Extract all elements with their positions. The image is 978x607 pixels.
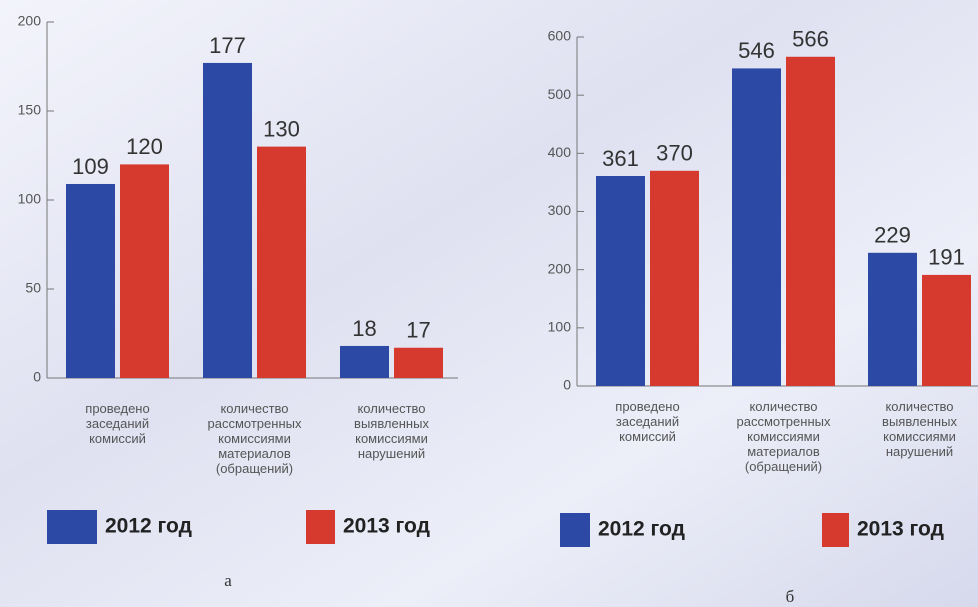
- bar: [120, 164, 169, 378]
- value-label: 370: [656, 141, 693, 166]
- y-tick-label: 100: [18, 191, 42, 207]
- bar: [650, 170, 699, 386]
- y-tick-label: 500: [548, 86, 572, 102]
- value-label: 566: [792, 27, 829, 52]
- bar: [66, 183, 115, 378]
- legend-label: 2012 год: [105, 515, 192, 538]
- caption: а: [224, 571, 232, 590]
- y-tick-label: 300: [548, 202, 572, 218]
- value-label: 109: [72, 154, 109, 179]
- bar: [596, 176, 645, 386]
- y-tick-label: 100: [548, 319, 572, 335]
- value-label: 177: [209, 33, 246, 58]
- y-tick-label: 0: [563, 377, 571, 393]
- value-label: 130: [263, 116, 300, 141]
- y-tick-label: 50: [25, 280, 41, 296]
- x-tick-label: количество рассмотренных комиссиями материа…: [208, 401, 302, 476]
- bar: [786, 56, 835, 386]
- x-tick-label: количество выявленных комиссиями нарушений: [354, 401, 429, 461]
- y-tick-label: 600: [548, 28, 572, 44]
- y-tick-label: 200: [18, 13, 42, 29]
- value-label: 546: [738, 38, 775, 63]
- y-tick-label: 200: [548, 260, 572, 276]
- legend-swatch: [47, 510, 97, 544]
- x-tick-label: количество выявленных комиссиями нарушений: [882, 399, 957, 459]
- bar: [203, 62, 252, 378]
- legend-swatch: [560, 513, 590, 547]
- legend-label: 2013 год: [343, 515, 430, 538]
- bar: [257, 146, 306, 378]
- bar: [868, 252, 917, 386]
- legend-label: 2013 год: [857, 518, 944, 541]
- value-label: 17: [406, 318, 430, 343]
- value-label: 361: [602, 146, 639, 171]
- value-label: 120: [126, 134, 163, 159]
- value-label: 18: [352, 316, 376, 341]
- x-tick-label: количество рассмотренных комиссиями материа…: [737, 399, 831, 474]
- y-tick-label: 400: [548, 144, 572, 160]
- bar: [732, 68, 781, 386]
- y-tick-label: 0: [33, 369, 41, 385]
- caption: б: [786, 587, 795, 606]
- bar: [922, 274, 971, 386]
- bar: [394, 347, 443, 378]
- legend-swatch: [306, 510, 335, 544]
- value-label: 191: [928, 245, 965, 270]
- legend-label: 2012 год: [598, 518, 685, 541]
- bar: [340, 345, 389, 378]
- legend-swatch: [822, 513, 849, 547]
- value-label: 229: [874, 223, 911, 248]
- y-tick-label: 150: [18, 102, 42, 118]
- x-tick-label: проведено заседаний комиссий: [85, 401, 149, 446]
- x-tick-label: проведено заседаний комиссий: [615, 399, 679, 444]
